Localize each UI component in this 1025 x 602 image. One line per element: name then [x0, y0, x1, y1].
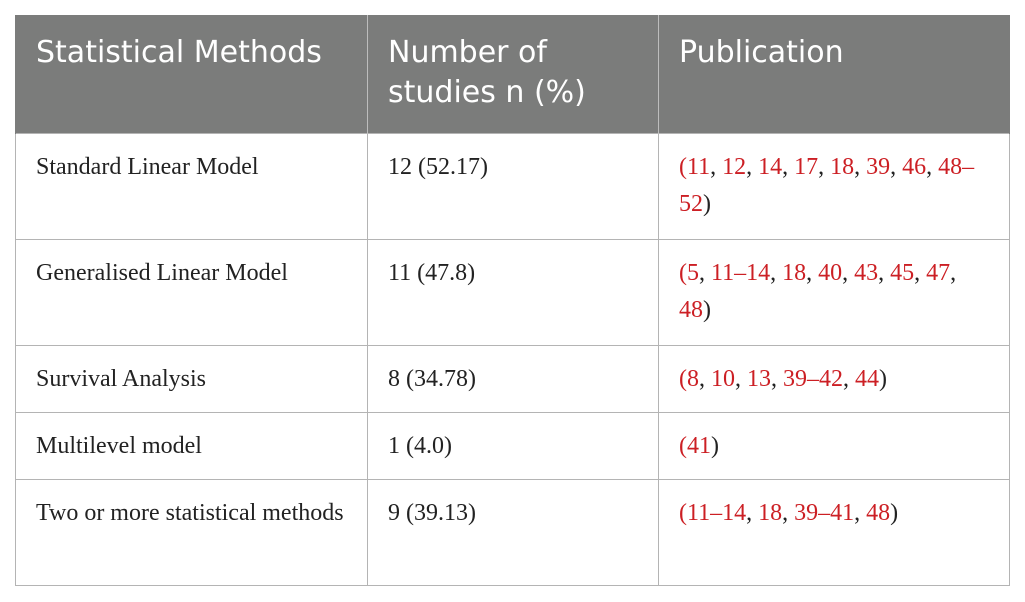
citation-open-paren: (	[679, 366, 687, 392]
citation-link[interactable]: 48	[866, 500, 891, 526]
citation-separator: ,	[771, 366, 783, 392]
method-cell: Multilevel model	[15, 412, 368, 480]
publication-cell: (11–14, 18, 39–41, 48)	[658, 479, 1010, 586]
citation-link[interactable]: 5	[687, 260, 699, 286]
method-cell: Generalised Linear Model	[15, 239, 368, 346]
method-cell: Two or more statistical methods	[15, 479, 368, 586]
citation-separator: ,	[842, 260, 855, 286]
citation-link[interactable]: 41	[687, 433, 711, 459]
table-container: Statistical Methods Number of studies n …	[15, 15, 1010, 586]
citation-separator: ,	[699, 366, 711, 392]
citation-link[interactable]: 18	[830, 154, 855, 180]
citation-separator: ,	[878, 260, 891, 286]
citation-separator: ,	[735, 366, 747, 392]
citation-open-paren: (	[679, 260, 687, 286]
count-cell: 11 (47.8)	[367, 239, 659, 346]
count-cell: 12 (52.17)	[367, 133, 659, 240]
citation-separator: ,	[950, 260, 957, 286]
citation-separator: ,	[926, 154, 939, 180]
citation-link[interactable]: 39–42	[783, 366, 843, 392]
table-row: Standard Linear Model 12 (52.17) (11, 12…	[15, 133, 1010, 240]
citation-open-paren: (	[679, 154, 687, 180]
citation-link[interactable]: 11	[687, 154, 711, 180]
citation-separator: ,	[699, 260, 711, 286]
citation-open-paren: (	[679, 433, 687, 459]
statistical-methods-table: Statistical Methods Number of studies n …	[15, 15, 1010, 586]
citation-separator: ,	[854, 154, 867, 180]
citation-separator: ,	[890, 154, 903, 180]
header-row: Statistical Methods Number of studies n …	[15, 15, 1010, 134]
citation-link[interactable]: 47	[926, 260, 951, 286]
citation-separator: ,	[914, 260, 927, 286]
publication-cell: (8, 10, 13, 39–42, 44)	[658, 345, 1010, 413]
citation-link[interactable]: 17	[794, 154, 819, 180]
citation-link[interactable]: 39	[866, 154, 891, 180]
citation-link[interactable]: 45	[890, 260, 915, 286]
header-number-of-studies: Number of studies n (%)	[367, 15, 659, 134]
table-header: Statistical Methods Number of studies n …	[15, 15, 1010, 134]
citation-separator: ,	[818, 154, 831, 180]
citation-separator: ,	[746, 500, 759, 526]
citation-close-paren: )	[703, 297, 711, 323]
citation-separator: ,	[806, 260, 819, 286]
citation-link[interactable]: 39–41	[794, 500, 855, 526]
citation-link[interactable]: 11–14	[711, 260, 771, 286]
citation-separator: ,	[770, 260, 783, 286]
citation-link[interactable]: 48	[679, 297, 703, 323]
citation-link[interactable]: 8	[687, 366, 699, 392]
table-body: Standard Linear Model 12 (52.17) (11, 12…	[15, 133, 1010, 586]
table-row: Survival Analysis 8 (34.78) (8, 10, 13, …	[15, 345, 1010, 413]
table-row: Multilevel model 1 (4.0) (41)	[15, 412, 1010, 480]
citation-link[interactable]: 43	[854, 260, 879, 286]
count-cell: 8 (34.78)	[367, 345, 659, 413]
citation-separator: ,	[710, 154, 723, 180]
citation-close-paren: )	[703, 191, 711, 217]
citation-close-paren: )	[879, 366, 887, 392]
citation-link[interactable]: 44	[855, 366, 879, 392]
citation-separator: ,	[854, 500, 867, 526]
publication-cell: (5, 11–14, 18, 40, 43, 45, 47, 48)	[658, 239, 1010, 346]
citation-link[interactable]: 11–14	[687, 500, 747, 526]
citation-close-paren: )	[711, 433, 719, 459]
publication-cell: (11, 12, 14, 17, 18, 39, 46, 48–52)	[658, 133, 1010, 240]
citation-separator: ,	[782, 154, 795, 180]
citation-link[interactable]: 12	[722, 154, 747, 180]
citation-link[interactable]: 18	[758, 500, 783, 526]
citation-link[interactable]: 48–52	[679, 154, 975, 217]
header-publication: Publication	[658, 15, 1010, 134]
table-row: Generalised Linear Model 11 (47.8) (5, 1…	[15, 239, 1010, 346]
citation-link[interactable]: 14	[758, 154, 783, 180]
citation-link[interactable]: 13	[747, 366, 771, 392]
citation-link[interactable]: 18	[782, 260, 807, 286]
publication-cell: (41)	[658, 412, 1010, 480]
citation-link[interactable]: 10	[711, 366, 735, 392]
citation-link[interactable]: 40	[818, 260, 843, 286]
count-cell: 1 (4.0)	[367, 412, 659, 480]
citation-close-paren: )	[890, 500, 899, 526]
citation-separator: ,	[746, 154, 759, 180]
table-row: Two or more statistical methods 9 (39.13…	[15, 479, 1010, 586]
citation-separator: ,	[843, 366, 855, 392]
header-statistical-methods: Statistical Methods	[15, 15, 368, 134]
citation-link[interactable]: 46	[902, 154, 927, 180]
citation-separator: ,	[782, 500, 795, 526]
method-cell: Survival Analysis	[15, 345, 368, 413]
citation-open-paren: (	[679, 500, 687, 526]
count-cell: 9 (39.13)	[367, 479, 659, 586]
method-cell: Standard Linear Model	[15, 133, 368, 240]
